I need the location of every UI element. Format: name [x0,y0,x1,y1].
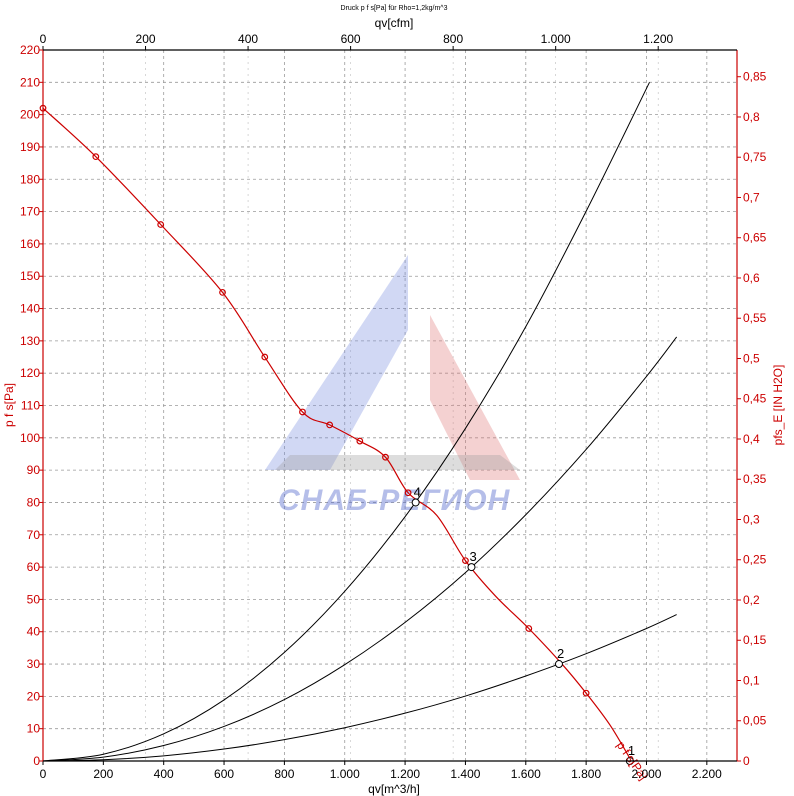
operating-point-label: 3 [469,549,476,564]
x2-axis-label: qv[cfm] [375,16,414,30]
y2-tick-label: 0,25 [743,553,767,567]
y-tick-label: 40 [27,625,41,639]
y-tick-label: 60 [27,560,41,574]
operating-point-4 [411,498,420,507]
y-tick-label: 50 [27,592,41,606]
y2-tick-label: 0,6 [743,271,760,285]
x2-tick-label: 1.200 [643,32,673,46]
watermark-triangle-base [275,455,520,470]
y-tick-label: 10 [27,722,41,736]
y-tick-label: 170 [20,205,40,219]
grid [42,49,737,762]
watermark-text: СНАБ-РЕГИОН [278,484,511,517]
y2-tick-label: 0,8 [743,110,760,124]
y2-tick-label: 0,5 [743,351,760,365]
y2-tick-label: 0,85 [743,70,767,84]
y-tick-label: 30 [27,657,41,671]
x-tick-label: 200 [93,767,113,781]
y-tick-label: 220 [20,43,40,57]
y2-tick-label: 0,15 [743,633,767,647]
fan-curve-point [299,408,306,416]
fan-curve-point [219,288,226,296]
operating-point-label: 1 [628,743,635,758]
y2-tick-label: 0,3 [743,512,760,526]
y2-axis-label: pfs_E [IN H2O] [771,365,785,446]
fan-curve-point [356,437,364,445]
y2-tick-label: 0,75 [743,150,767,164]
y-tick-label: 200 [20,108,40,122]
y-tick-label: 90 [27,463,41,477]
y-axis-label: p f s[Pa] [2,383,16,427]
operating-point-label: 2 [557,646,564,661]
fan-curve-point [157,221,165,228]
operating-point-2 [554,660,563,669]
y-tick-label: 150 [20,269,40,283]
fan-curve-point [382,453,389,461]
y-tick-label: 210 [20,75,40,89]
y2-tick-label: 0 [743,754,750,768]
x2-tick-label: 800 [443,32,463,46]
fan-curve-point [404,489,412,497]
watermark-triangle-left [265,255,408,470]
system-curve-4 [42,82,650,762]
x2-tick-label: 200 [136,32,156,46]
y2-tick-label: 0,65 [743,231,767,245]
y2-tick-label: 0,4 [743,432,760,446]
operating-point-3 [467,563,476,572]
watermark-logo: СНАБ-РЕГИОН [265,255,520,517]
y2-tick-label: 0,35 [743,472,767,486]
x-tick-label: 1.000 [330,767,360,781]
y-tick-label: 110 [21,399,40,413]
x-tick-label: 400 [154,767,174,781]
y-tick-label: 100 [20,431,40,445]
x-axis-label: qv[m^3/h] [368,782,420,796]
y-tick-label: 80 [27,495,41,509]
y-tick-label: 70 [27,528,41,542]
x2-tick-label: 1.000 [541,32,571,46]
fan-curve-point [326,421,334,429]
y-tick-label: 20 [27,689,41,703]
x2-tick-label: 400 [238,32,258,46]
system-curve-3 [42,336,678,762]
x2-tick-label: 0 [40,32,47,46]
fan-curve-point [462,557,469,565]
y-tick-label: 120 [20,366,40,380]
x-tick-label: 2.000 [631,767,661,781]
x-tick-label: 2.200 [692,767,722,781]
x2-tick-label: 600 [341,32,361,46]
y-tick-label: 140 [20,302,40,316]
fan-curve-point [92,153,100,161]
fan-curve-point [582,689,590,697]
y-tick-label: 180 [20,172,40,186]
y2-tick-label: 0,55 [743,311,767,325]
x-tick-label: 600 [214,767,234,781]
y-tick-label: 160 [20,237,40,251]
x-tick-label: 1.800 [571,767,601,781]
operating-point-label: 4 [414,484,421,499]
axes: 0 200 400 600 800 1.000 1.200 1.400 1.600 1.800 2.… [20,32,767,781]
y2-tick-label: 0,45 [743,392,767,406]
y-tick-label: 190 [20,140,40,154]
chart-title: Druck p f s[Pa] für Rho=1,2kg/m^3 [341,5,448,12]
fan-curve-point [261,353,269,361]
x-tick-label: 800 [274,767,294,781]
y-tick-label: 0 [33,754,40,768]
y2-tick-label: 0,05 [743,714,767,728]
y2-tick-label: 0,2 [743,593,760,607]
y2-tick-label: 0,1 [743,673,760,687]
x-tick-label: 1.600 [511,767,541,781]
y2-tick-label: 0,7 [743,190,760,204]
watermark-triangle-right [430,315,520,480]
y-tick-label: 130 [20,334,40,348]
x-tick-label: 1.400 [450,767,480,781]
fan-curve-point [525,625,533,632]
system-curve-2 [42,614,677,762]
x-tick-label: 1.200 [390,767,420,781]
x-tick-label: 0 [40,767,47,781]
